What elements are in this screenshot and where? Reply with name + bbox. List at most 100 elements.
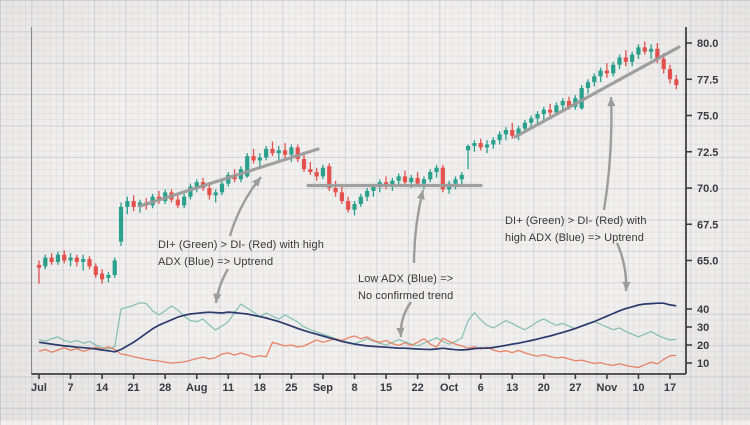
x-tick-label: 13 [506, 382, 518, 394]
arrow-1-up-head [252, 177, 261, 187]
candle-body-up [213, 192, 218, 196]
price-tick-label: 75.0 [697, 111, 718, 123]
annotation-texts: DI+ (Green) > DI- (Red) with high ADX (Bl… [158, 215, 646, 302]
x-tick-label: 11 [222, 382, 234, 394]
axes: Jul 7 14 21 28 Aug 11 18 25 Sep 8 15 22 Oct 6 13 20 27 Nov… [31, 27, 718, 394]
candles-layer [36, 41, 679, 284]
candle-body-up [636, 47, 641, 55]
candle-body-up [579, 87, 584, 109]
candle-body-up [592, 76, 597, 83]
indicator-tick-label: 20 [697, 340, 709, 352]
candle-body-up [118, 206, 124, 242]
annotation-uptrend-1-line1: DI+ (Green) > DI- (Red) with high [158, 239, 324, 251]
candle-body-up [421, 179, 427, 184]
x-tick-label: 21 [128, 382, 140, 394]
arrow-1-up [228, 176, 262, 237]
candle-body-down [333, 188, 338, 193]
x-tick-label: 18 [254, 382, 266, 394]
x-tick-label: 28 [159, 382, 171, 394]
candle-body-up [68, 257, 73, 261]
candle-body-down [270, 148, 275, 154]
candle-body-down [100, 273, 105, 280]
candle-body-down [510, 130, 515, 136]
candle-body-up [106, 275, 111, 278]
indicator-layer [38, 302, 677, 369]
trendlines-layer [138, 45, 681, 208]
annotation-arrows [213, 96, 631, 338]
candle-body-up [472, 143, 477, 146]
annotation-uptrend-1-line2: ADX (Blue) => Uptrend [158, 256, 273, 268]
arrow-3-up-head [607, 97, 616, 107]
indicator-tick-label: 10 [697, 358, 709, 370]
candle-body-down [415, 177, 420, 184]
candle-body-down [87, 259, 92, 267]
indicator-tick-label: 30 [697, 322, 709, 334]
price-tick-label: 72.5 [697, 147, 718, 159]
adx-line [38, 302, 677, 353]
x-tick-label: Jul [31, 382, 47, 394]
candle-body-down [674, 79, 679, 86]
candle-body-up [491, 140, 496, 145]
candle-body-up [503, 130, 509, 135]
candle-body-up [276, 150, 281, 154]
indicator-tick-label: 40 [697, 304, 709, 316]
candle-body-up [434, 167, 439, 173]
price-tick-label: 70.0 [697, 183, 718, 195]
candle-body-down [131, 201, 136, 207]
candle-body-down [207, 188, 212, 196]
candle-body-down [49, 257, 54, 262]
candle-body-up [630, 54, 635, 62]
x-tick-label: 17 [664, 382, 676, 394]
candle-body-up [453, 179, 458, 184]
candle-body-up [112, 260, 117, 275]
annotation-low-adx-line2: No confirmed trend [358, 290, 453, 302]
candle-body-up [194, 182, 199, 187]
arrow-2-up [412, 189, 425, 264]
candle-body-down [346, 201, 351, 210]
x-tick-label: 10 [632, 382, 644, 394]
arrow-2-up-head [416, 190, 425, 200]
candle-body-up [81, 259, 86, 262]
arrow-2-down-head [396, 327, 405, 337]
candle-body-down [402, 176, 408, 183]
candle-body-down [251, 156, 256, 161]
x-tick-label: 15 [380, 382, 392, 394]
candle-body-up [219, 183, 225, 193]
x-tick-label: 8 [351, 382, 357, 394]
candle-body-down [440, 167, 445, 190]
candle-body-up [516, 128, 521, 136]
candle-body-up [396, 176, 401, 181]
price-tick-label: 65.0 [697, 256, 718, 268]
candle-body-down [383, 182, 389, 186]
candle-body-up [535, 114, 540, 119]
candle-body-up [428, 172, 433, 180]
candle-body-down [36, 264, 42, 268]
uptrend-line-1 [138, 147, 320, 208]
x-tick-label: 6 [478, 382, 484, 394]
candle-body-up [529, 118, 534, 123]
candle-body-up [522, 122, 527, 129]
annotation-uptrend-2-line2: high ADX (Blue) => Uptrend [505, 232, 644, 244]
candle-body-down [623, 57, 628, 62]
price-tick-label: 80.0 [697, 38, 718, 50]
price-tick-label: 67.5 [697, 219, 718, 231]
di-plus-line [38, 302, 677, 350]
candle-body-down [314, 172, 319, 177]
candle-body-down [327, 166, 332, 188]
candle-body-up [352, 203, 357, 210]
candle-body-down [548, 109, 553, 113]
candle-body-down [295, 147, 300, 159]
candle-body-up [611, 64, 616, 74]
candle-body-up [497, 134, 502, 141]
x-tick-label: Sep [313, 382, 333, 394]
arrow-1-down-head [213, 293, 222, 303]
annotation-low-adx-line1: Low ADX (Blue) => [358, 273, 453, 285]
candle-body-up [125, 201, 130, 207]
candle-body-up [320, 167, 326, 177]
candle-body-up [598, 70, 603, 77]
candle-body-down [282, 150, 288, 155]
x-tick-label: 25 [285, 382, 297, 394]
candle-body-up [257, 157, 262, 161]
